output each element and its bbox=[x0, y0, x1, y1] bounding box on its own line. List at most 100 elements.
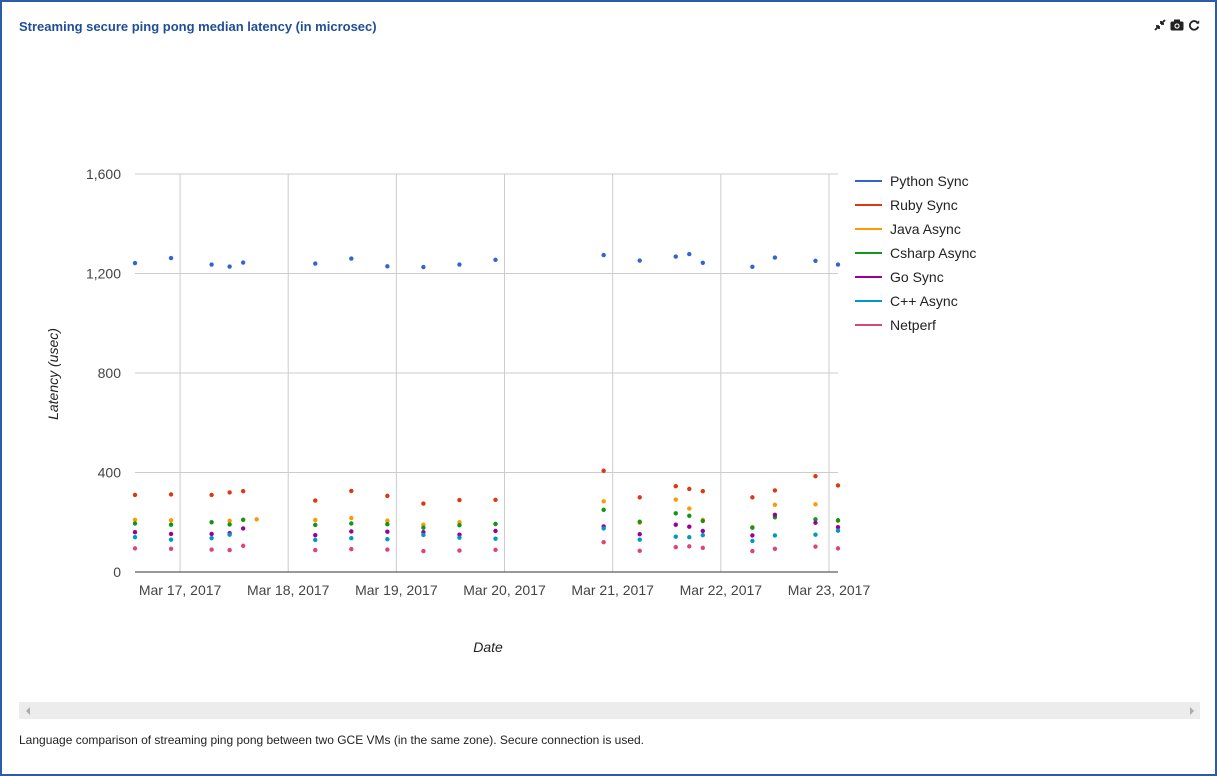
data-point bbox=[700, 260, 706, 266]
horizontal-scrollbar[interactable] bbox=[19, 702, 1200, 719]
scroll-left-icon[interactable] bbox=[19, 702, 36, 719]
data-point bbox=[673, 534, 678, 539]
data-point bbox=[168, 546, 174, 552]
scatter-chart: 0 400 800 1,200 1,600 Mar 17, 2017 Mar 18, 201… bbox=[45, 166, 976, 655]
data-point bbox=[637, 537, 642, 542]
data-point bbox=[835, 546, 841, 551]
data-point bbox=[349, 256, 354, 261]
data-point bbox=[493, 536, 498, 541]
data-point bbox=[493, 257, 498, 263]
legend-item[interactable]: Netperf bbox=[855, 317, 936, 333]
data-point bbox=[637, 548, 642, 554]
data-point bbox=[132, 521, 138, 526]
y-tick-label: 1,200 bbox=[86, 266, 121, 282]
data-point bbox=[421, 501, 426, 506]
data-point bbox=[421, 525, 426, 530]
data-point bbox=[313, 498, 318, 503]
data-point bbox=[673, 497, 678, 502]
data-point bbox=[700, 518, 706, 524]
data-point bbox=[687, 544, 692, 549]
data-point bbox=[601, 468, 606, 473]
panel-title: Streaming secure ping pong median latenc… bbox=[19, 19, 377, 34]
data-point bbox=[209, 531, 214, 537]
y-tick-label: 400 bbox=[98, 465, 122, 481]
data-point bbox=[750, 264, 755, 269]
data-point bbox=[813, 474, 818, 479]
data-point bbox=[421, 532, 426, 538]
data-point bbox=[349, 535, 354, 541]
data-point bbox=[813, 544, 818, 549]
data-point bbox=[168, 518, 174, 523]
data-point bbox=[813, 502, 818, 507]
data-point bbox=[240, 517, 246, 522]
data-point bbox=[132, 517, 138, 522]
legend-label: Csharp Async bbox=[890, 245, 976, 261]
data-point bbox=[750, 495, 755, 500]
data-point bbox=[457, 497, 462, 503]
data-point bbox=[457, 548, 462, 553]
data-point bbox=[385, 522, 390, 527]
data-point bbox=[687, 486, 692, 492]
data-point bbox=[772, 546, 778, 552]
data-point bbox=[168, 522, 174, 527]
data-point bbox=[687, 251, 692, 257]
data-point bbox=[227, 264, 232, 269]
data-point bbox=[601, 526, 606, 531]
camera-icon[interactable] bbox=[1170, 17, 1184, 33]
data-point bbox=[227, 547, 232, 553]
data-point bbox=[637, 519, 642, 524]
data-point bbox=[132, 492, 138, 498]
data-point bbox=[227, 522, 232, 527]
data-point bbox=[835, 483, 841, 488]
data-point bbox=[168, 492, 174, 497]
legend-item[interactable]: Python Sync bbox=[855, 173, 969, 189]
data-point bbox=[700, 532, 706, 538]
data-point bbox=[493, 521, 498, 527]
legend-label: Netperf bbox=[890, 317, 936, 333]
data-point bbox=[457, 535, 462, 540]
legend-item[interactable]: Csharp Async bbox=[855, 245, 976, 261]
data-point bbox=[349, 515, 354, 521]
data-point bbox=[132, 546, 138, 551]
data-point bbox=[493, 528, 498, 534]
legend-label: Go Sync bbox=[890, 269, 944, 285]
data-point bbox=[673, 511, 678, 516]
data-point bbox=[313, 261, 318, 266]
data-point bbox=[349, 529, 354, 534]
data-point bbox=[687, 524, 692, 529]
legend-item[interactable]: Java Async bbox=[855, 221, 961, 237]
collapse-icon[interactable] bbox=[1153, 17, 1167, 33]
data-point bbox=[700, 545, 706, 551]
legend-item[interactable]: Go Sync bbox=[855, 269, 944, 285]
data-point bbox=[457, 523, 462, 528]
data-point bbox=[209, 492, 214, 498]
scroll-right-icon[interactable] bbox=[1183, 702, 1200, 719]
data-point bbox=[750, 538, 755, 544]
data-point bbox=[637, 258, 642, 263]
data-point bbox=[168, 531, 174, 537]
data-point bbox=[227, 490, 232, 495]
data-point bbox=[240, 526, 246, 531]
axes: 0 400 800 1,200 1,600 Mar 17, 2017 Mar 18, 201… bbox=[86, 166, 870, 598]
data-point bbox=[132, 534, 138, 540]
data-point bbox=[772, 255, 778, 260]
data-point bbox=[132, 530, 138, 535]
data-point bbox=[240, 543, 246, 549]
legend-item[interactable]: C++ Async bbox=[855, 293, 958, 309]
chart-caption: Language comparison of streaming ping po… bbox=[19, 733, 645, 747]
data-point bbox=[835, 525, 841, 530]
data-point bbox=[601, 499, 606, 504]
data-point bbox=[313, 547, 318, 553]
data-point bbox=[168, 537, 174, 542]
x-axis-label: Date bbox=[473, 639, 503, 655]
refresh-icon[interactable] bbox=[1187, 17, 1201, 33]
data-point bbox=[254, 517, 259, 522]
data-point bbox=[493, 497, 498, 503]
data-point bbox=[313, 517, 318, 523]
data-point bbox=[457, 262, 462, 267]
legend-label: C++ Async bbox=[890, 293, 958, 309]
x-tick-label: Mar 20, 2017 bbox=[463, 582, 546, 598]
legend-item[interactable]: Ruby Sync bbox=[855, 197, 958, 213]
data-point bbox=[750, 548, 755, 554]
data-point bbox=[385, 518, 390, 523]
